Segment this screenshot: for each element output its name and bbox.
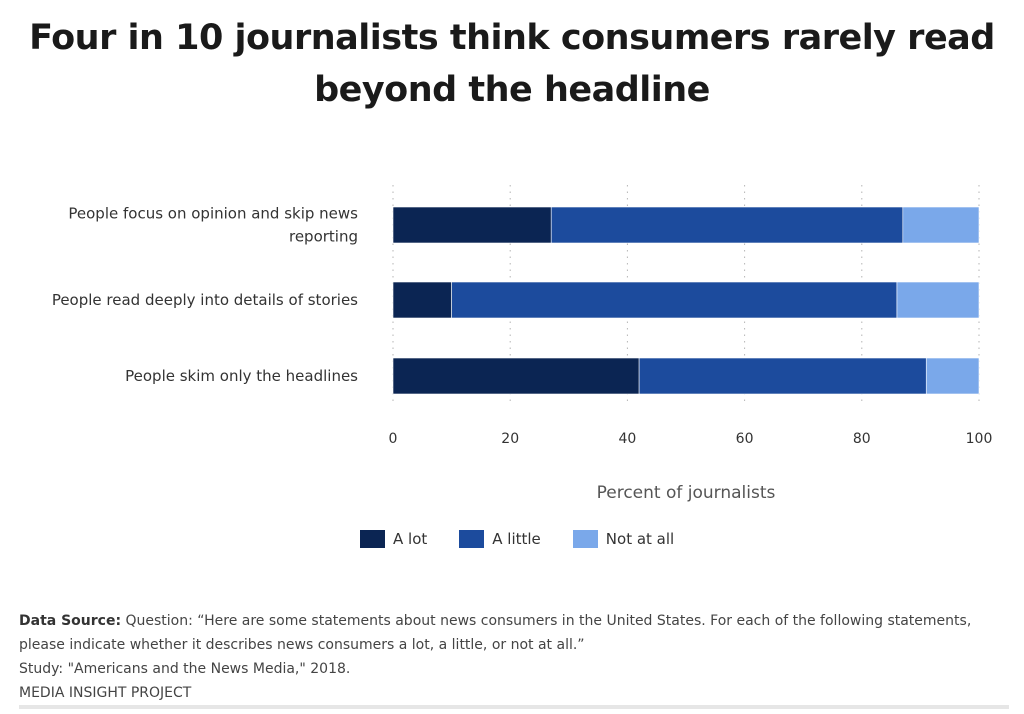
source-question: Question: “Here are some statements abou… [19, 613, 972, 653]
x-tick-label: 60 [736, 431, 754, 447]
bar-segment [902, 206, 980, 244]
x-tick-label: 0 [389, 431, 398, 447]
data-source-note: Data Source: Question: “Here are some st… [19, 609, 1009, 705]
legend-label: Not at all [605, 530, 675, 548]
bar-segment [550, 206, 904, 244]
bar-segment [925, 357, 980, 395]
legend-swatch-not-at-all [572, 530, 598, 548]
x-tick-label: 80 [853, 431, 871, 447]
legend-item-not-at-all: Not at all [572, 530, 675, 548]
source-label: Data Source: [19, 613, 122, 629]
chart-legend: A lot A little Not at all [360, 530, 706, 548]
source-question-line: Data Source: Question: “Here are some st… [19, 609, 1009, 657]
chart-title: Four in 10 journalists think consumers r… [29, 18, 995, 110]
x-tick-label: 100 [966, 431, 993, 447]
category-label: People skim only the headlines [125, 367, 358, 385]
bar-segment [896, 281, 980, 319]
legend-item-a-lot: A lot [360, 530, 427, 548]
bar-segment [392, 206, 552, 244]
stacked-bar-chart: 0 20 40 60 80 100 People focus on opinion and … [52, 185, 993, 503]
category-label: People read deeply into details of stori… [52, 291, 358, 309]
x-tick-label: 20 [501, 431, 519, 447]
source-study: Study: "Americans and the News Media," 2… [19, 661, 351, 677]
source-org: MEDIA INSIGHT PROJECT [19, 685, 192, 701]
legend-label: A little [492, 530, 541, 548]
bar-segment [392, 281, 452, 319]
bottom-divider [19, 705, 1009, 709]
x-tick-label: 40 [618, 431, 636, 447]
bar-segment [451, 281, 898, 319]
bar-segment [392, 357, 640, 395]
x-axis-title: Percent of journalists [597, 483, 776, 503]
legend-item-a-little: A little [459, 530, 541, 548]
category-label: People focus on opinion and skip news rep… [68, 205, 358, 246]
bar-segment [638, 357, 927, 395]
legend-swatch-a-little [459, 530, 485, 548]
legend-swatch-a-lot [360, 530, 385, 548]
legend-label: A lot [393, 530, 428, 548]
